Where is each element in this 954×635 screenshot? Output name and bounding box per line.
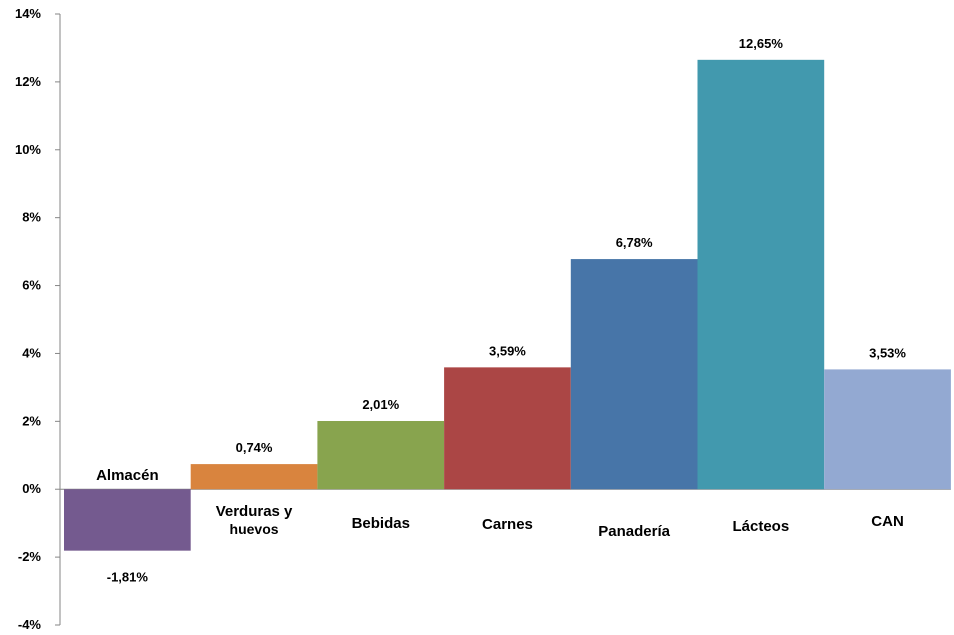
category-label: Carnes xyxy=(482,516,533,533)
data-label: 3,53% xyxy=(869,345,906,360)
data-label: 2,01% xyxy=(362,397,399,412)
y-tick-label: 6% xyxy=(22,278,41,293)
y-tick-label: 10% xyxy=(15,142,41,157)
data-label: -1,81% xyxy=(107,570,149,585)
category-label: CAN xyxy=(871,513,904,530)
bar xyxy=(697,59,825,490)
bar xyxy=(317,420,445,490)
category-label: Lácteos xyxy=(732,518,789,535)
y-tick-label: 12% xyxy=(15,74,41,89)
y-axis: -4% -2% 0% 2% 4% 6% 8% 10% 12% 14% xyxy=(15,6,951,632)
y-tick-label: -4% xyxy=(18,617,42,632)
y-tick-label: 4% xyxy=(22,345,41,360)
data-label: 0,74% xyxy=(236,440,273,455)
bar xyxy=(190,464,318,490)
data-label: 12,65% xyxy=(739,36,784,51)
bar xyxy=(444,367,571,490)
bar xyxy=(64,489,191,551)
category-label: Verduras y xyxy=(216,503,293,520)
data-label: 3,59% xyxy=(489,343,526,358)
y-tick-label: 8% xyxy=(22,210,41,225)
y-tick-label: 0% xyxy=(22,481,41,496)
y-tick-label: 2% xyxy=(22,413,41,428)
bar xyxy=(824,369,951,490)
category-label: Bebidas xyxy=(352,515,410,532)
category-label: Almacén xyxy=(96,467,159,484)
y-tick-label: -2% xyxy=(18,549,42,564)
bars xyxy=(64,59,951,551)
bar xyxy=(570,259,698,490)
data-label: 6,78% xyxy=(616,235,653,250)
category-label: huevos xyxy=(230,521,279,537)
y-tick-label: 14% xyxy=(15,6,41,21)
category-label: Panadería xyxy=(598,523,670,540)
